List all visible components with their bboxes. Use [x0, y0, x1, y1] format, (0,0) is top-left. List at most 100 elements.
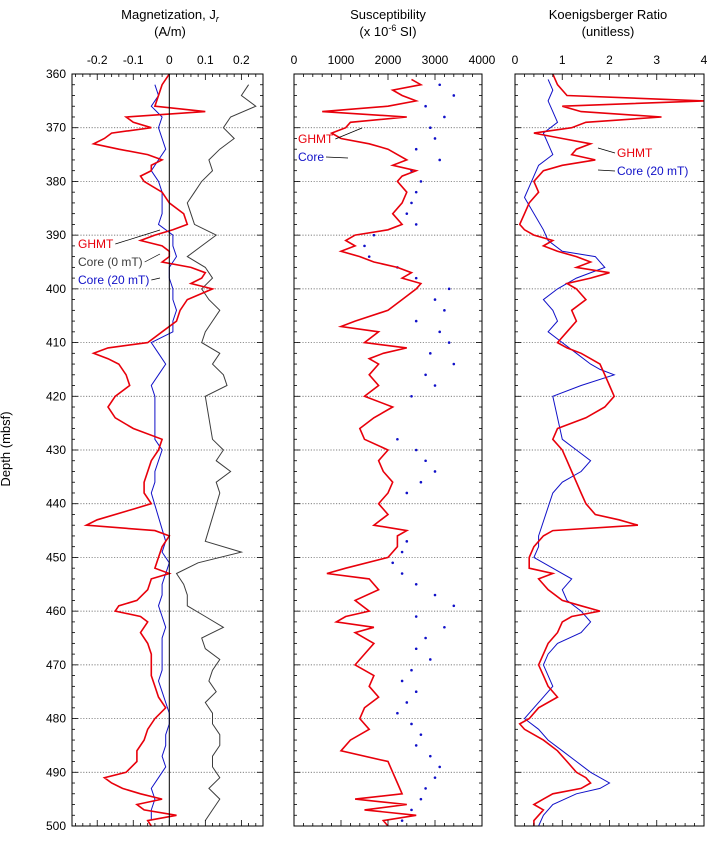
legend-leader	[151, 277, 161, 281]
legend-leader	[597, 169, 616, 172]
data-point	[405, 701, 409, 704]
data-point	[419, 733, 423, 736]
data-point	[414, 223, 418, 226]
data-point	[414, 690, 418, 694]
data-point	[414, 615, 418, 618]
data-point	[419, 180, 423, 183]
series-core-20-mt-	[523, 79, 616, 826]
legend-label: GHMT	[78, 237, 114, 251]
data-point	[414, 276, 418, 280]
legend-label: Core (20 mT)	[617, 164, 688, 178]
panel1-units: (A/m)	[154, 24, 186, 39]
y-tick-label: 480	[46, 712, 66, 726]
x-tick-label: 1	[559, 53, 566, 67]
x-tick-label: 3	[653, 53, 660, 67]
data-point	[438, 765, 442, 769]
data-point	[410, 722, 413, 726]
data-point	[429, 126, 432, 130]
data-point	[429, 658, 432, 661]
data-point	[414, 190, 418, 194]
legend-leader	[335, 127, 363, 140]
data-point	[400, 679, 404, 683]
data-point	[433, 384, 437, 387]
series-line	[322, 78, 424, 826]
x-tick-label: -0.2	[87, 53, 108, 67]
legend-label: Core (20 mT)	[78, 273, 149, 287]
legends: GHMT Core (0 mT) Core (20 mT) GHMT Core GHMT C…	[78, 127, 688, 287]
data-point	[410, 201, 413, 205]
y-tick-label: 470	[46, 658, 66, 672]
data-point	[447, 341, 451, 344]
y-tick-label: 370	[46, 121, 66, 135]
data-point	[424, 787, 427, 790]
data-point	[414, 319, 418, 323]
panel3-title: Koenigsberger Ratio	[549, 7, 668, 22]
data-point	[414, 744, 418, 747]
x-tick-label: 4	[701, 53, 708, 67]
data-point	[429, 754, 432, 758]
data-point	[424, 104, 427, 108]
x-tick-label: -0.1	[123, 53, 144, 67]
data-point	[433, 593, 437, 597]
x-tick-label: 3000	[422, 53, 449, 67]
panel1-title: Magnetization, Jr	[121, 7, 220, 24]
panel2-units: (x 10-6 SI)	[359, 23, 416, 39]
x-tick-label: 4000	[469, 53, 496, 67]
data-point	[452, 362, 456, 366]
panel3-units: (unitless)	[582, 24, 635, 39]
data-point	[438, 330, 442, 334]
data-point	[433, 470, 437, 473]
series-core-20-mt-	[150, 84, 178, 821]
x-tick-label: 0.1	[197, 53, 214, 67]
x-tick-label: 1000	[328, 53, 355, 67]
data-point	[438, 158, 442, 162]
data-point	[433, 298, 437, 301]
data-point	[410, 808, 413, 812]
data-point	[414, 582, 418, 586]
data-point	[405, 212, 409, 215]
data-point	[410, 668, 413, 672]
series-line	[83, 74, 216, 826]
legend-leader	[115, 229, 161, 245]
data-point	[405, 491, 409, 495]
data-point	[396, 437, 399, 441]
y-tick-label: 380	[46, 174, 66, 188]
y-tick-label: 410	[46, 336, 66, 350]
y-tick-label: 390	[46, 228, 66, 242]
data-point	[443, 115, 446, 119]
x-tick-label: 0	[512, 53, 519, 67]
gridlines	[72, 127, 704, 773]
data-point	[419, 480, 423, 484]
data-point	[396, 711, 399, 715]
data-point	[447, 287, 451, 291]
series-line	[175, 84, 257, 821]
data-point	[414, 647, 418, 651]
y-tick-label: 440	[46, 497, 66, 511]
legend-label: GHMT	[298, 132, 334, 146]
y-tick-label: 420	[46, 389, 66, 403]
series-core	[363, 83, 456, 822]
data-point	[424, 459, 427, 463]
data-point	[438, 83, 442, 87]
y-tick-label: 450	[46, 550, 66, 564]
data-point	[410, 394, 413, 398]
y-tick-label: 430	[46, 443, 66, 457]
data-series	[83, 74, 704, 826]
legend-leader	[144, 253, 161, 263]
series-ghmt	[83, 74, 216, 826]
data-point	[372, 233, 376, 237]
data-point	[424, 373, 427, 377]
series-ghmt	[322, 78, 424, 826]
data-point	[433, 137, 437, 140]
series-ghmt	[518, 74, 704, 826]
data-point	[419, 797, 423, 801]
series-line	[523, 79, 616, 826]
x-tick-label: 2	[606, 53, 613, 67]
data-point	[405, 540, 409, 543]
legend-label: GHMT	[617, 146, 653, 160]
series-line	[518, 74, 704, 826]
data-point	[429, 352, 432, 355]
x-tick-label: 0	[166, 53, 173, 67]
data-point	[400, 819, 404, 822]
